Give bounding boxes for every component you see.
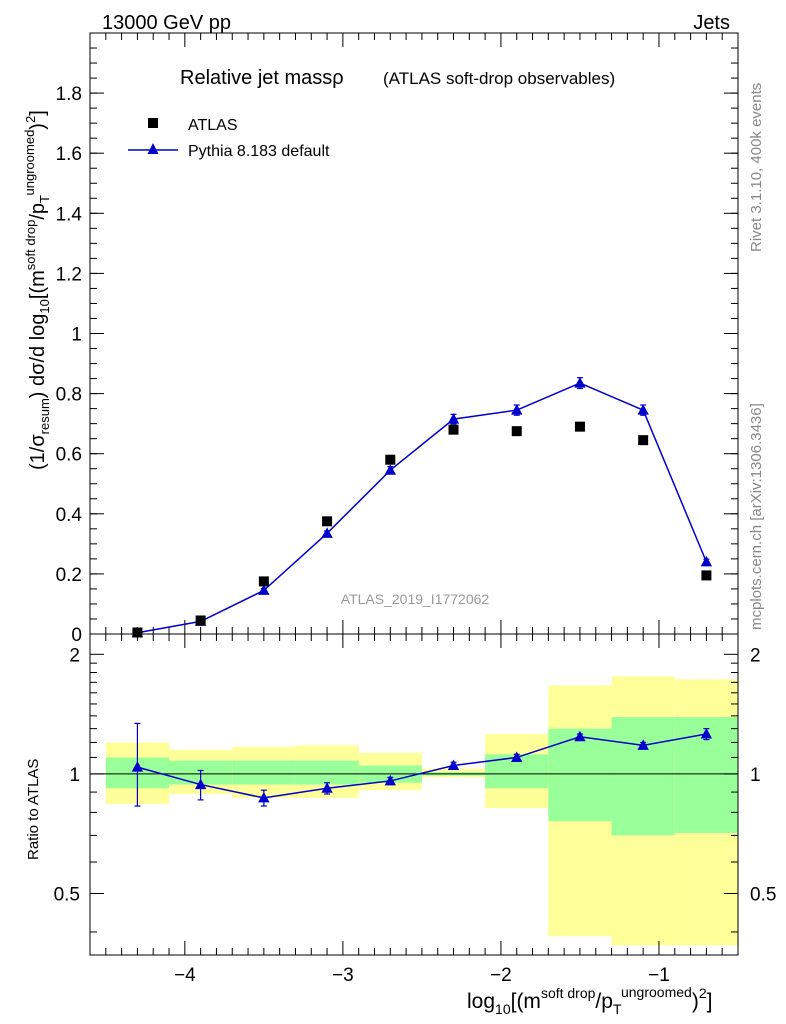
ratio-point — [321, 782, 333, 793]
ratio-inner-band — [232, 760, 296, 785]
ratio-bands — [105, 676, 738, 946]
atlas-point — [132, 627, 143, 638]
main-y-tick-label: 1.4 — [56, 204, 83, 225]
main-x-ticks — [89, 33, 739, 634]
ratio-point — [574, 730, 586, 742]
main-y-tick-label: 1.8 — [56, 84, 82, 105]
ratio-point — [447, 759, 460, 770]
main-y-tick-label: 0.4 — [56, 505, 83, 526]
ratio-y-tick-label-right: 1 — [750, 765, 761, 786]
ratio-y-tick-label: 2 — [69, 645, 80, 666]
ratio-x-ticks: −4 −3 −2 −1 — [89, 634, 739, 986]
ratio-frame — [89, 633, 739, 956]
ratio-series — [131, 722, 713, 807]
main-y-tick-label: 0.2 — [56, 565, 82, 586]
pythia-point — [258, 584, 270, 595]
legend-label-pythia: Pythia 8.183 default — [188, 143, 330, 160]
main-series — [131, 377, 713, 638]
legend: ATLAS Pythia 8.183 default — [128, 117, 330, 160]
main-title: Relative jet massρ — [180, 67, 344, 89]
ratio-point — [258, 791, 270, 803]
ratio-point — [511, 751, 523, 762]
main-y-tick-label: 0.6 — [56, 445, 82, 466]
ratio-point — [700, 728, 713, 739]
x-tick-label: −3 — [332, 965, 354, 986]
legend-label-atlas: ATLAS — [188, 117, 238, 134]
atlas-point — [701, 570, 712, 581]
site-label: mcplots.cern.ch [arXiv:1306.3436] — [748, 403, 765, 630]
main-y-tick-label: 1.6 — [56, 144, 82, 165]
atlas-point — [511, 426, 522, 437]
atlas-point — [322, 516, 333, 527]
ratio-y-tick-label: 1 — [69, 765, 80, 786]
ratio-y-axis-label: Ratio to ATLAS — [25, 759, 42, 860]
ratio-y-tick-label: 0.5 — [54, 884, 80, 905]
main-y-ticks: 0 0.2 0.4 0.6 0.8 1 1.2 1.4 1.6 1.8 — [56, 47, 738, 646]
pythia-line — [137, 382, 708, 634]
ratio-panel: 0.5 0.51 12 2 −4 −3 −2 −1 Ratio to ATLAS log10… — [25, 633, 776, 1017]
pythia-point — [384, 464, 396, 475]
energy-label: 13000 GeV pp — [102, 12, 231, 34]
pythia-point — [700, 555, 713, 567]
pythia-point — [511, 404, 523, 415]
ratio-line — [137, 733, 707, 799]
atlas-point — [195, 615, 206, 626]
main-y-tick-label: 0 — [71, 625, 82, 646]
atlas-point — [574, 421, 585, 432]
x-tick-label: −4 — [174, 965, 196, 986]
ratio-y-ticks: 0.5 0.5 1 1 2 2 — [54, 645, 776, 933]
process-label: Jets — [693, 12, 730, 34]
main-subtitle: (ATLAS soft-drop observables) — [383, 69, 615, 88]
atlas-point — [258, 576, 269, 587]
x-tick-label: −1 — [648, 965, 670, 986]
atlas-point — [385, 454, 396, 465]
ratio-y-tick-label-right: 2 — [750, 645, 761, 666]
rivet-label: Rivet 3.1.10, 400k events — [748, 83, 765, 252]
legend-marker-atlas — [148, 118, 158, 128]
ratio-y-tick-label-right: 0.5 — [750, 884, 776, 905]
ratio-inner-band — [611, 717, 675, 836]
pythia-point — [637, 404, 649, 415]
pythia-point — [447, 413, 460, 424]
ratio-inner-band — [548, 728, 612, 822]
ratio-point — [384, 774, 396, 786]
legend-marker-pythia — [147, 143, 159, 154]
ratio-inner-band — [295, 760, 359, 785]
x-tick-label: −2 — [490, 965, 512, 986]
main-y-tick-label: 0.8 — [56, 385, 82, 406]
ratio-point — [194, 778, 207, 790]
atlas-point — [638, 435, 649, 446]
main-y-tick-label: 1.2 — [56, 264, 82, 285]
pythia-point — [321, 527, 333, 538]
main-y-tick-label: 1 — [71, 325, 82, 346]
ratio-point — [637, 739, 649, 750]
analysis-tag: ATLAS_2019_I1772062 — [341, 591, 490, 607]
pythia-point — [574, 377, 586, 388]
ratio-point — [131, 761, 144, 772]
atlas-point — [448, 424, 459, 435]
